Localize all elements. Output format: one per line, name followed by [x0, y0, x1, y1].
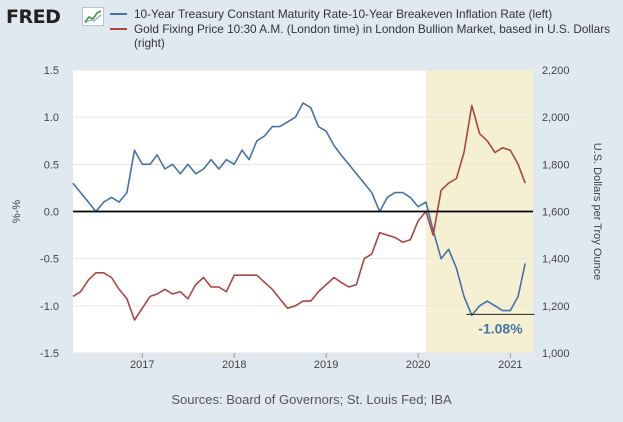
x-tick-label: 2017: [130, 359, 154, 371]
y-left-tick-label: 0.5: [44, 159, 59, 171]
legend-swatch-blue: [110, 13, 127, 15]
line-chart[interactable]: 1.5 1.0 0.5 0.0 -0.5 -1.0 -1.5 2,200 2,000 1,800 1…: [0, 62, 623, 387]
y-left-tick-label: 1.5: [44, 65, 59, 77]
chart-legend: 10-Year Treasury Constant Maturity Rate-…: [110, 7, 615, 51]
legend-label-gold: Gold Fixing Price 10:30 A.M. (London tim…: [134, 22, 611, 50]
y-right-tick-label: 1,000: [542, 348, 570, 360]
fred-logo[interactable]: FRED: [6, 6, 61, 28]
y-left-tick-label: -0.5: [40, 254, 59, 266]
y-right-tick-label: 1,800: [542, 159, 570, 171]
x-tick-label: 2019: [314, 359, 338, 371]
legend-label-treasury: 10-Year Treasury Constant Maturity Rate-…: [134, 7, 553, 21]
fred-chart-logo-icon: [82, 7, 104, 26]
legend-swatch-red: [110, 28, 127, 30]
y-right-tick-label: 2,000: [542, 112, 570, 124]
y-left-tick-label: -1.5: [40, 348, 59, 360]
series-line-treasury: [72, 102, 526, 317]
y-left-tick-label: -1.0: [40, 301, 59, 313]
y-left-tick-label: 0.0: [44, 207, 59, 219]
y-right-tick-label: 1,200: [542, 301, 570, 313]
chart-header: FRED 10-Year Treasury Constant Maturity …: [0, 0, 623, 62]
x-tick-label: 2018: [222, 359, 246, 371]
y-right-tick-label: 1,600: [542, 207, 570, 219]
y-right-tick-label: 2,200: [542, 65, 570, 77]
y-right-axis-label: U.S. Dollars per Troy Ounce: [591, 143, 603, 281]
y-right-tick-label: 1,400: [542, 254, 570, 266]
source-note: Sources: Board of Governors; St. Louis F…: [171, 392, 452, 407]
annotation-label: -1.08%: [478, 320, 523, 336]
legend-item-gold[interactable]: Gold Fixing Price 10:30 A.M. (London tim…: [110, 22, 615, 50]
x-tick-label: 2020: [406, 359, 430, 371]
y-left-tick-label: 1.0: [44, 112, 59, 124]
series-line-gold: [72, 104, 526, 321]
legend-item-treasury[interactable]: 10-Year Treasury Constant Maturity Rate-…: [110, 7, 615, 21]
y-left-axis-label: %-%: [11, 200, 23, 223]
x-tick-label: 2021: [498, 359, 522, 371]
